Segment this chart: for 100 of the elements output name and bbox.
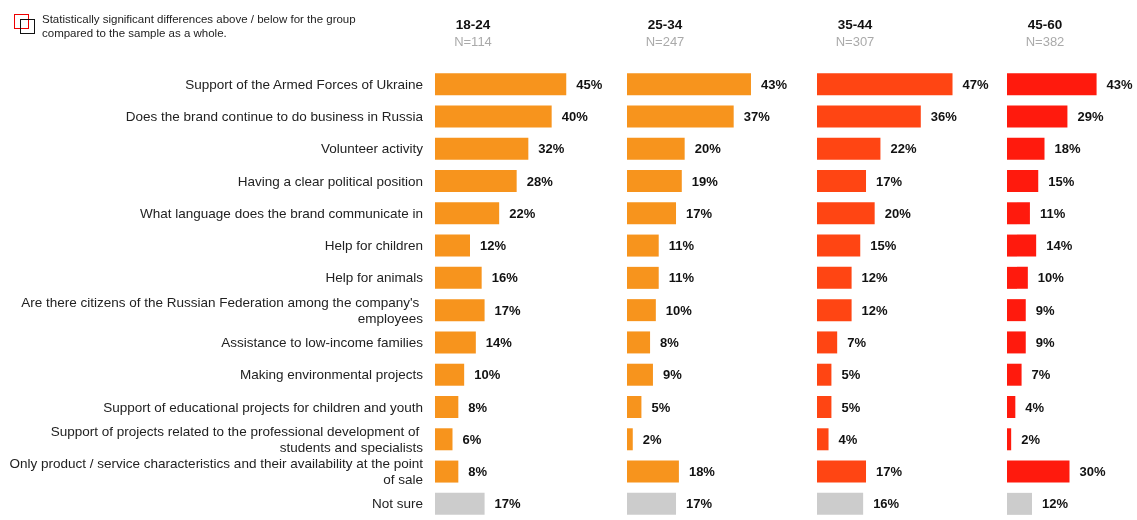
- bar: [1007, 73, 1097, 96]
- data-label: 11%: [668, 270, 695, 286]
- data-label: 8%: [468, 399, 488, 415]
- data-label: 17%: [876, 173, 903, 189]
- bar: [435, 170, 517, 192]
- data-label: 16%: [491, 270, 519, 286]
- bar: [1007, 266, 1028, 289]
- bar: [627, 266, 659, 289]
- data-label: 5%: [841, 399, 861, 415]
- bar: [1007, 234, 1037, 257]
- data-label: 43%: [1106, 76, 1134, 92]
- data-label: 20%: [884, 205, 912, 221]
- data-label: 47%: [962, 76, 989, 92]
- bar: [435, 396, 459, 418]
- y-tick-label: Support of the Armed Forces of Ukraine: [185, 76, 423, 92]
- data-label: 36%: [930, 108, 958, 124]
- data-label: 18%: [1054, 141, 1081, 157]
- data-label: 45%: [576, 76, 603, 92]
- data-label: 22%: [509, 205, 536, 221]
- chart-title: 35-44: [837, 16, 873, 32]
- bar: [435, 460, 459, 483]
- bar: [435, 202, 500, 225]
- data-label: 37%: [743, 108, 771, 124]
- bar: [435, 105, 552, 128]
- data-label: 10%: [474, 367, 501, 383]
- data-label: 17%: [686, 205, 713, 221]
- bar: [435, 428, 453, 451]
- bar: [435, 363, 465, 386]
- data-label: 30%: [1079, 464, 1106, 480]
- data-label: 32%: [538, 141, 565, 157]
- y-tick-label: Not sure: [371, 496, 423, 512]
- data-label: 7%: [847, 334, 867, 350]
- data-label: 15%: [1048, 173, 1075, 189]
- bar: [627, 428, 633, 451]
- data-label: 9%: [662, 367, 683, 383]
- data-label: 17%: [494, 496, 522, 512]
- bar: [1007, 299, 1026, 322]
- data-label: 15%: [870, 238, 897, 254]
- bar: [817, 299, 852, 322]
- chart-subtitle: N=114: [454, 34, 492, 49]
- data-label: 19%: [691, 173, 719, 189]
- data-label: 17%: [686, 496, 713, 512]
- data-label: 8%: [468, 464, 488, 480]
- chart-title: 45-60: [1027, 16, 1063, 32]
- data-label: 5%: [651, 399, 671, 415]
- data-label: 9%: [1035, 334, 1055, 350]
- bar: [817, 137, 881, 160]
- data-label: 12%: [861, 270, 889, 286]
- chart-subtitle: N=382: [1025, 34, 1065, 49]
- y-tick-label: Help for animals: [325, 270, 424, 286]
- bar: [435, 299, 485, 322]
- data-label: 18%: [688, 464, 716, 480]
- bar: [435, 73, 567, 96]
- bar: [627, 137, 685, 160]
- data-label: 40%: [561, 108, 589, 124]
- bar: [1007, 137, 1045, 160]
- data-label: 28%: [526, 173, 554, 189]
- chart-subtitle: N=307: [835, 34, 875, 49]
- bar: [1007, 492, 1032, 515]
- bar: [627, 331, 651, 354]
- bar: [627, 460, 679, 483]
- data-label: 2%: [1021, 431, 1041, 447]
- bar: [627, 363, 653, 386]
- y-tick-label: Support of projects related to the professional development of students and specialists: [50, 423, 424, 455]
- data-label: 9%: [1035, 302, 1055, 318]
- bar: [1007, 170, 1039, 192]
- y-tick-label: Having a clear political position: [237, 173, 423, 189]
- data-label: 4%: [1025, 399, 1045, 415]
- bar: [435, 137, 529, 160]
- bar: [817, 492, 864, 515]
- data-label: 14%: [1046, 238, 1073, 254]
- bar: [435, 234, 470, 257]
- data-label: 17%: [494, 302, 522, 318]
- data-label: 6%: [462, 431, 482, 447]
- bar: [1007, 202, 1030, 225]
- data-label: 14%: [485, 334, 513, 350]
- chart-subtitle: N=247: [645, 34, 685, 49]
- bar: [435, 492, 485, 515]
- data-label: 12%: [1042, 496, 1069, 512]
- bar: [817, 73, 953, 96]
- data-label: 10%: [665, 302, 693, 318]
- bar: [817, 105, 921, 128]
- data-label: 12%: [480, 238, 507, 254]
- bar: [817, 428, 829, 451]
- bar: [627, 73, 751, 96]
- bar: [627, 234, 659, 257]
- data-label: 12%: [861, 302, 889, 318]
- y-tick-label: Are there citizens of the Russian Federation among the company's employees: [21, 294, 424, 326]
- bar: [817, 460, 867, 483]
- bar: [627, 396, 642, 418]
- bar: [817, 331, 838, 354]
- bar: [1007, 396, 1016, 418]
- chart-title: 18-24: [455, 16, 491, 32]
- data-label: 5%: [841, 367, 861, 383]
- data-label: 7%: [1031, 367, 1051, 383]
- data-label: 29%: [1077, 108, 1104, 124]
- data-label: 16%: [873, 496, 900, 512]
- bar: [627, 202, 677, 225]
- data-label: 22%: [890, 141, 917, 157]
- bar: [817, 234, 861, 257]
